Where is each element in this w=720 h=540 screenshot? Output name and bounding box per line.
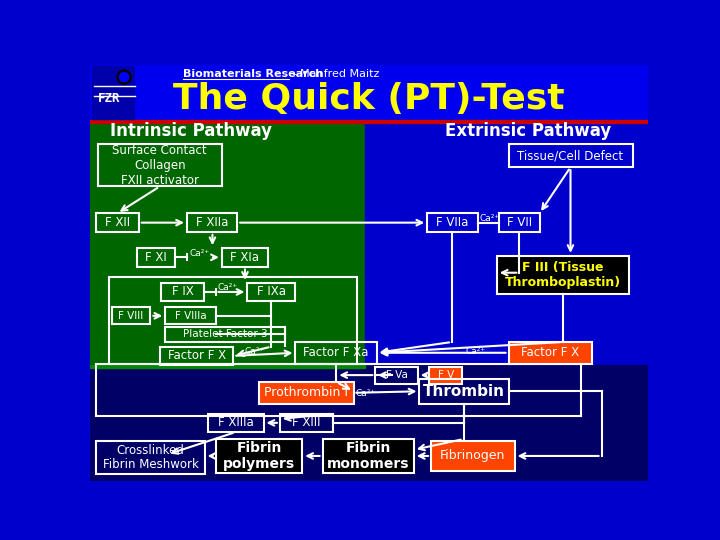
Text: F XIIa: F XIIa: [196, 216, 228, 229]
Text: Fibrin
monomers: Fibrin monomers: [327, 441, 410, 471]
Text: Fibrin
polymers: Fibrin polymers: [223, 441, 295, 471]
Bar: [90, 123, 365, 369]
Bar: [96, 213, 139, 232]
Text: Ca²⁺: Ca²⁺: [465, 347, 485, 356]
Bar: [259, 382, 354, 403]
Text: Ca²⁺: Ca²⁺: [355, 389, 375, 398]
Bar: [215, 439, 302, 473]
Bar: [96, 441, 204, 475]
Text: F V: F V: [438, 370, 454, 380]
Text: Biomaterials Research: Biomaterials Research: [183, 69, 323, 79]
Text: Surface Contact
Collagen
FXII activator: Surface Contact Collagen FXII activator: [112, 144, 207, 187]
Text: F XII: F XII: [105, 216, 130, 229]
Text: F IXa: F IXa: [257, 286, 286, 299]
Text: F VIII: F VIII: [119, 311, 144, 321]
Bar: [431, 441, 515, 471]
Text: Extrinsic Pathway: Extrinsic Pathway: [445, 123, 611, 140]
Bar: [427, 213, 477, 232]
Bar: [499, 213, 539, 232]
Text: F III (Tissue
Thromboplastin): F III (Tissue Thromboplastin): [505, 261, 621, 289]
Text: F XIIIa: F XIIIa: [218, 416, 253, 429]
Text: F Va: F Va: [386, 370, 408, 380]
Bar: [90, 365, 365, 368]
Circle shape: [120, 72, 129, 82]
Text: Ca²⁺: Ca²⁺: [244, 347, 264, 356]
Text: - Manfred Maitz: - Manfred Maitz: [289, 69, 379, 79]
Text: F VII: F VII: [507, 216, 532, 229]
Text: Ca²⁺: Ca²⁺: [218, 284, 238, 293]
Text: Thrombin: Thrombin: [423, 384, 505, 399]
Text: Intrinsic Pathway: Intrinsic Pathway: [109, 123, 271, 140]
Bar: [187, 213, 238, 232]
Bar: [90, 65, 648, 123]
Bar: [90, 120, 648, 123]
Bar: [419, 379, 508, 403]
Text: Tissue/Cell Defect: Tissue/Cell Defect: [518, 149, 624, 162]
Text: Crosslinked
Fibrin Meshwork: Crosslinked Fibrin Meshwork: [102, 443, 199, 471]
Bar: [365, 123, 648, 369]
Text: The Quick (PT)-Test: The Quick (PT)-Test: [174, 82, 564, 116]
Text: Factor F Xa: Factor F Xa: [303, 346, 369, 359]
Text: F VIIIa: F VIIIa: [174, 311, 206, 321]
Bar: [160, 347, 233, 365]
Bar: [165, 327, 285, 342]
Bar: [165, 307, 215, 325]
Text: Fibrinogen: Fibrinogen: [440, 449, 505, 462]
Bar: [90, 365, 648, 481]
Text: Platelet Factor 3: Platelet Factor 3: [183, 329, 268, 339]
Bar: [248, 283, 295, 301]
Bar: [96, 363, 580, 416]
Text: FZR: FZR: [98, 92, 120, 105]
Text: F XIII: F XIII: [292, 416, 320, 429]
Bar: [375, 367, 418, 383]
Bar: [508, 342, 593, 363]
Bar: [508, 144, 632, 167]
Bar: [161, 283, 204, 301]
Bar: [323, 439, 414, 473]
Text: F XI: F XI: [145, 251, 167, 264]
Bar: [137, 248, 175, 267]
Text: Factor F X: Factor F X: [521, 346, 580, 359]
Circle shape: [117, 70, 131, 84]
Text: Ca²⁺: Ca²⁺: [189, 249, 210, 258]
Bar: [429, 367, 462, 383]
Bar: [91, 66, 134, 119]
Text: F XIa: F XIa: [230, 251, 259, 264]
Bar: [98, 144, 222, 186]
Text: F IX: F IX: [172, 286, 194, 299]
Bar: [112, 307, 150, 325]
Text: Prothrombin I: Prothrombin I: [264, 386, 348, 399]
Bar: [295, 342, 377, 363]
Bar: [497, 256, 629, 294]
Text: Ca²⁺: Ca²⁺: [480, 214, 500, 223]
Bar: [222, 248, 269, 267]
Text: F VIIa: F VIIa: [436, 216, 469, 229]
Bar: [208, 414, 264, 432]
Bar: [109, 278, 357, 363]
Text: Factor F X: Factor F X: [168, 349, 225, 362]
Bar: [280, 414, 333, 432]
